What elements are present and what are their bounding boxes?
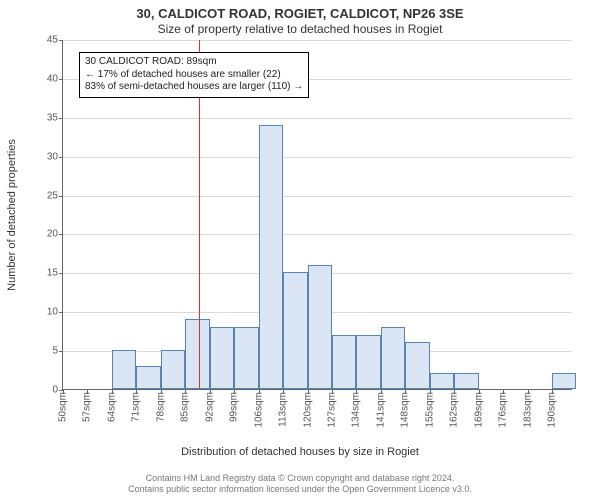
gridline: [63, 196, 572, 197]
ytick-mark: [59, 312, 63, 313]
xtick-label: 113sqm: [278, 392, 289, 427]
histogram-bar: [381, 327, 405, 389]
annotation-box: 30 CALDICOT ROAD: 89sqm ← 17% of detache…: [79, 52, 309, 98]
xtick-label: 134sqm: [351, 392, 362, 428]
xtick-label: 92sqm: [204, 392, 215, 422]
chart-title-main: 30, CALDICOT ROAD, ROGIET, CALDICOT, NP2…: [0, 6, 600, 21]
histogram-bar: [430, 373, 454, 389]
histogram-bar: [552, 373, 576, 389]
xtick-label: 148sqm: [400, 392, 411, 428]
xtick-label: 141sqm: [375, 392, 386, 428]
ytick-mark: [59, 196, 63, 197]
xtick-label: 155sqm: [424, 392, 435, 428]
histogram-bar: [234, 327, 258, 389]
ytick-mark: [59, 79, 63, 80]
xtick-label: 106sqm: [253, 392, 264, 428]
histogram-bar: [161, 350, 185, 389]
ytick-label: 10: [33, 307, 58, 318]
histogram-bar: [454, 373, 478, 389]
histogram-bar: [308, 265, 332, 389]
chart-footer: Contains HM Land Registry data © Crown c…: [0, 473, 600, 496]
ytick-label: 40: [33, 73, 58, 84]
ytick-label: 25: [33, 190, 58, 201]
ytick-label: 45: [33, 35, 58, 46]
xtick-label: 71sqm: [131, 392, 142, 422]
ytick-mark: [59, 351, 63, 352]
xtick-label: 99sqm: [229, 392, 240, 422]
histogram-bar: [356, 335, 380, 389]
xtick-label: 120sqm: [302, 392, 313, 428]
ytick-mark: [59, 157, 63, 158]
ytick-label: 30: [33, 151, 58, 162]
xtick-label: 85sqm: [180, 392, 191, 422]
histogram-bar: [332, 335, 356, 389]
xtick-label: 176sqm: [498, 392, 509, 428]
xtick-label: 50sqm: [58, 392, 69, 422]
gridline: [63, 234, 572, 235]
ytick-label: 35: [33, 112, 58, 123]
xtick-label: 169sqm: [473, 392, 484, 428]
annotation-line2: ← 17% of detached houses are smaller (22…: [85, 69, 303, 82]
property-size-chart: 30, CALDICOT ROAD, ROGIET, CALDICOT, NP2…: [0, 0, 600, 500]
ytick-label: 0: [33, 385, 58, 396]
ytick-mark: [59, 234, 63, 235]
xtick-label: 64sqm: [106, 392, 117, 422]
histogram-bar: [136, 366, 160, 389]
footer-line1: Contains HM Land Registry data © Crown c…: [0, 473, 600, 485]
histogram-bar: [259, 125, 283, 389]
ytick-label: 5: [33, 346, 58, 357]
footer-line2: Contains public sector information licen…: [0, 484, 600, 496]
histogram-bar: [283, 272, 307, 389]
ytick-mark: [59, 40, 63, 41]
histogram-bar: [112, 350, 136, 389]
plot-area: 05101520253035404550sqm57sqm64sqm71sqm78…: [62, 40, 572, 390]
xtick-label: 78sqm: [155, 392, 166, 422]
ytick-mark: [59, 273, 63, 274]
gridline: [63, 157, 572, 158]
ytick-label: 20: [33, 229, 58, 240]
annotation-line3: 83% of semi-detached houses are larger (…: [85, 81, 303, 94]
gridline: [63, 118, 572, 119]
chart-title-sub: Size of property relative to detached ho…: [0, 22, 600, 36]
xtick-label: 162sqm: [449, 392, 460, 428]
xtick-label: 127sqm: [326, 392, 337, 428]
xtick-label: 183sqm: [522, 392, 533, 428]
y-axis-label: Number of detached properties: [6, 139, 18, 291]
xtick-label: 57sqm: [82, 392, 93, 422]
x-axis-label: Distribution of detached houses by size …: [0, 446, 600, 458]
histogram-bar: [210, 327, 234, 389]
histogram-bar: [405, 342, 429, 389]
xtick-label: 190sqm: [547, 392, 558, 428]
annotation-line1: 30 CALDICOT ROAD: 89sqm: [85, 56, 303, 69]
gridline: [63, 40, 572, 41]
ytick-label: 15: [33, 268, 58, 279]
histogram-bar: [185, 319, 209, 389]
ytick-mark: [59, 118, 63, 119]
